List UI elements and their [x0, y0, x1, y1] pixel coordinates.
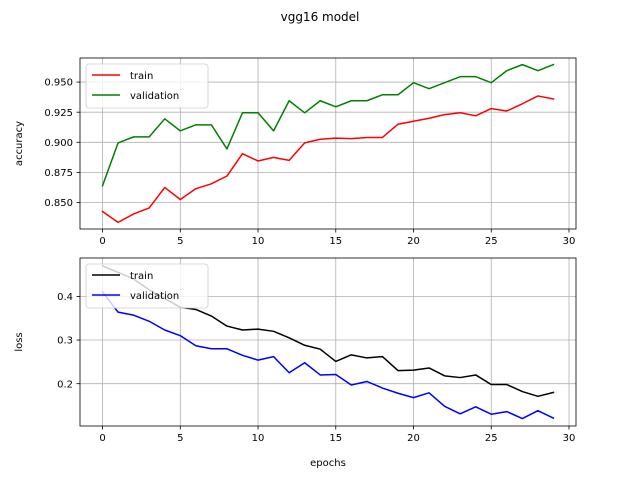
series-line-train	[101, 95, 555, 224]
x-tick-label: 30	[563, 236, 576, 247]
legend: train validation	[85, 263, 209, 309]
legend-label-train: train	[130, 271, 153, 282]
x-tick-label: 0	[99, 433, 105, 444]
x-tick-label: 20	[407, 236, 420, 247]
series-line-validation	[101, 63, 555, 187]
legend-label-validation: validation	[130, 291, 179, 302]
x-tick-label: 0	[99, 236, 105, 247]
legend: train validation	[85, 63, 209, 109]
x-tick-label: 5	[177, 433, 183, 444]
y-axis-label: loss	[14, 332, 25, 351]
figure-title: vgg16 model	[281, 10, 360, 24]
y-tick-label: 0.925	[44, 108, 73, 119]
y-tick-label: 0.875	[44, 168, 73, 179]
y-tick-label: 0.850	[44, 198, 73, 209]
legend-label-validation: validation	[130, 91, 179, 102]
accuracy-subplot: 0 5 10 15 20 25 30 0.850 0.875 0.900 0.925 0.950 acc…	[14, 57, 577, 247]
y-tick-label: 0.2	[57, 379, 73, 390]
y-tick-label: 0.3	[57, 336, 73, 347]
y-axis-label: accuracy	[14, 121, 25, 166]
axes-frame	[79, 57, 577, 230]
x-tick-label: 15	[329, 433, 342, 444]
axes-frame	[79, 257, 577, 427]
y-tick-label: 0.950	[44, 78, 73, 89]
loss-subplot: 0 5 10 15 20 25 30 0.2 0.3 0.4 loss epochs train vali…	[14, 257, 577, 469]
x-tick-label: 10	[252, 433, 265, 444]
y-tick-label: 0.900	[44, 138, 73, 149]
x-tick-label: 10	[252, 236, 265, 247]
series-line-validation	[101, 290, 555, 420]
x-axis-label: epochs	[310, 458, 346, 469]
x-tick-label: 25	[485, 433, 498, 444]
x-tick-label: 20	[407, 433, 420, 444]
x-tick-label: 30	[563, 433, 576, 444]
x-tick-label: 5	[177, 236, 183, 247]
x-tick-label: 25	[485, 236, 498, 247]
y-tick-label: 0.4	[57, 292, 73, 303]
legend-label-train: train	[130, 71, 153, 82]
x-tick-label: 15	[329, 236, 342, 247]
